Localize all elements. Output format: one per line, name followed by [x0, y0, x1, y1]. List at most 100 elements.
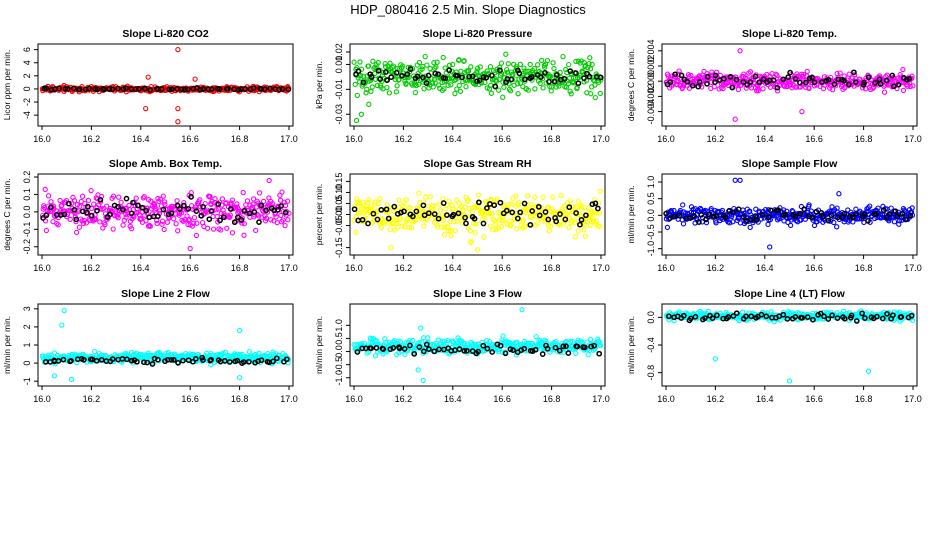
data-point	[418, 216, 425, 222]
data-point	[890, 83, 897, 90]
data-point	[468, 64, 474, 70]
y-tick-label: 0.15	[334, 173, 344, 191]
data-point	[155, 213, 161, 220]
outlier-point	[418, 325, 424, 331]
outlier-point	[786, 378, 793, 384]
data-point	[773, 71, 779, 77]
data-point	[877, 81, 884, 87]
data-point	[463, 84, 469, 90]
y-tick-label: 4	[22, 60, 32, 65]
data-point	[229, 197, 236, 203]
outlier-point	[767, 244, 773, 250]
outlier-point	[175, 119, 181, 125]
chart-panel-5: Slope Gas Stream RH percent per min. 16.0 1…	[314, 158, 610, 273]
x-tick-label: 16.6	[493, 134, 511, 144]
data-point	[558, 192, 564, 199]
data-point	[573, 58, 579, 65]
x-tick-label: 16.4	[132, 394, 150, 404]
y-tick-label: 0.0	[22, 206, 32, 219]
data-point	[595, 205, 601, 212]
data-point	[358, 72, 364, 79]
y-tick-label: 0.02	[334, 43, 344, 61]
data-point	[198, 212, 205, 219]
data-point	[387, 226, 393, 233]
data-point	[204, 225, 211, 231]
y-tick-label: -0.5	[334, 357, 344, 373]
x-tick-label: 16.2	[395, 394, 413, 404]
data-point	[250, 201, 256, 207]
data-point	[575, 80, 582, 87]
data-point	[792, 76, 799, 82]
chart-panel-7: Slope Line 2 Flow ml/min per min. 16.0 16.2…	[2, 288, 298, 404]
data-point	[829, 87, 836, 93]
data-point	[448, 82, 454, 88]
data-point	[454, 72, 461, 79]
data-point	[765, 221, 771, 228]
data-point	[50, 203, 57, 209]
data-point	[191, 214, 198, 221]
data-point	[425, 335, 431, 341]
data-point	[120, 222, 126, 228]
data-point	[514, 81, 521, 87]
data-point	[282, 222, 288, 229]
data-point	[527, 222, 534, 228]
data-point	[532, 194, 538, 201]
data-point	[586, 73, 593, 80]
data-point	[542, 209, 549, 215]
data-point	[94, 86, 101, 93]
data-point	[425, 72, 432, 79]
data-point	[487, 223, 493, 229]
data-point	[416, 81, 422, 87]
data-point	[168, 86, 175, 93]
data-point	[500, 333, 506, 339]
data-point	[760, 76, 767, 83]
data-point	[809, 74, 815, 81]
data-point	[440, 217, 446, 224]
data-point	[161, 199, 168, 205]
data-point	[73, 218, 79, 225]
data-point	[244, 198, 251, 204]
data-point	[435, 71, 442, 78]
data-point	[261, 86, 268, 92]
x-tick-label: 16.4	[756, 134, 774, 144]
data-point	[774, 88, 781, 94]
data-point	[456, 57, 462, 63]
data-point	[431, 60, 437, 66]
data-point	[592, 200, 599, 207]
plot-frame	[37, 43, 294, 127]
data-point	[214, 213, 220, 220]
x-tick-label: 16.8	[543, 394, 561, 404]
outlier-point	[266, 177, 272, 184]
data-point	[173, 221, 179, 227]
data-point	[166, 86, 173, 93]
data-point	[566, 75, 573, 81]
data-point	[401, 208, 407, 215]
data-point	[465, 197, 472, 203]
data-point	[404, 71, 411, 78]
x-tick-label: 17.0	[904, 134, 922, 144]
data-point	[515, 91, 521, 97]
data-point	[115, 204, 121, 210]
data-point	[357, 200, 363, 206]
data-point	[474, 78, 480, 85]
data-point	[267, 85, 273, 92]
data-point	[712, 72, 719, 79]
data-point	[227, 206, 234, 212]
data-point	[360, 79, 367, 86]
data-point	[573, 350, 579, 356]
data-point	[445, 82, 451, 88]
data-point	[416, 59, 423, 66]
data-point	[80, 220, 87, 227]
data-point	[351, 59, 357, 65]
x-tick-label: 16.4	[444, 134, 462, 144]
outlier-point	[366, 101, 372, 107]
data-point	[553, 84, 559, 90]
data-point	[514, 226, 520, 232]
data-point	[147, 223, 153, 229]
y-tick-label: 3	[22, 306, 32, 311]
data-point	[500, 94, 506, 100]
data-point	[452, 90, 458, 97]
data-point	[407, 205, 413, 211]
plot-frame	[349, 43, 606, 127]
data-point	[235, 214, 241, 221]
